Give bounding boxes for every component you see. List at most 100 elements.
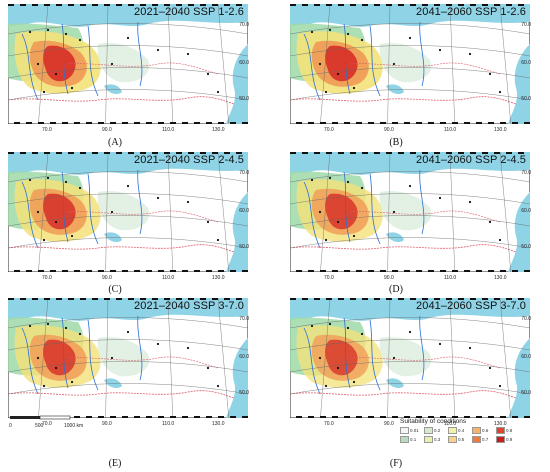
arctic-ocean — [290, 298, 530, 321]
frame-tick — [428, 270, 434, 272]
city-marker — [110, 62, 114, 66]
frame-tick — [452, 122, 458, 124]
city-marker — [360, 38, 364, 42]
frame-tick — [290, 4, 296, 6]
frame-tick — [14, 270, 20, 272]
river-line — [369, 25, 381, 97]
graticule-meridian — [217, 152, 229, 272]
legend-item: 0.7 — [472, 436, 494, 443]
frame-tick — [482, 298, 488, 300]
frame-tick — [464, 416, 470, 418]
arctic-ocean — [8, 298, 248, 321]
frame-tick — [428, 416, 434, 418]
legend-swatch — [472, 436, 481, 443]
frame-tick — [356, 122, 362, 124]
border-line — [67, 62, 219, 75]
frame-tick — [410, 298, 416, 300]
frame-tick — [416, 122, 422, 124]
latitude-tick: 50.0 — [521, 244, 531, 250]
river-line — [61, 317, 69, 389]
pacific-ocean — [226, 338, 248, 418]
frame-tick — [338, 152, 344, 154]
frame-tick — [380, 270, 386, 272]
frame-tick — [392, 270, 398, 272]
city-marker — [468, 52, 472, 56]
frame-tick — [410, 4, 416, 6]
frame-tick — [374, 298, 380, 300]
border-line — [8, 390, 235, 399]
longitude-tick: 70.0 — [324, 275, 334, 281]
frame-tick — [98, 122, 104, 124]
legend-item: 0.8 — [496, 427, 518, 434]
frame-tick — [200, 152, 206, 154]
frame-tick — [188, 298, 194, 300]
graticule-meridian — [499, 4, 511, 124]
panel-caption-e: (E) — [108, 458, 122, 469]
frame-tick — [164, 298, 170, 300]
panel-caption-a: (A) — [108, 137, 122, 148]
graticule-parallel — [290, 193, 530, 205]
frame-tick — [44, 4, 50, 6]
frame-tick — [158, 416, 164, 418]
latitude-tick: 50.0 — [239, 96, 249, 102]
frame-tick — [458, 152, 464, 154]
frame-tick — [488, 416, 494, 418]
city-marker — [156, 48, 160, 52]
suitability-legend: Suitability of conditions 0.01 0.2 0.4 0.6 0… — [400, 418, 546, 454]
frame-tick — [302, 152, 308, 154]
graticule-parallel — [8, 237, 248, 249]
graticule-parallel — [290, 215, 530, 227]
very-high-suitability-zone — [325, 193, 358, 230]
frame-tick — [500, 270, 506, 272]
frame-tick — [242, 122, 248, 124]
legend-item: 0.3 — [424, 436, 446, 443]
pale-zone — [97, 42, 150, 83]
frame-tick — [296, 416, 302, 418]
frame-tick — [488, 122, 494, 124]
frame-tick — [56, 152, 62, 154]
city-marker — [392, 210, 396, 214]
city-marker — [318, 62, 322, 66]
pacific-ocean — [508, 192, 530, 272]
frame-tick — [380, 122, 386, 124]
frame-tick — [440, 270, 446, 272]
frame-tick — [176, 152, 182, 154]
frame-tick — [404, 416, 410, 418]
city-marker — [392, 62, 396, 66]
map-svg — [290, 298, 530, 418]
frame-tick — [488, 270, 494, 272]
arctic-ocean — [290, 4, 530, 27]
border-line — [8, 244, 235, 253]
city-marker — [36, 356, 40, 360]
frame-tick — [446, 298, 452, 300]
frame-tick — [104, 298, 110, 300]
frame-tick — [290, 298, 296, 300]
frame-tick — [224, 298, 230, 300]
frame-tick — [176, 4, 182, 6]
panel-caption-f: (F) — [389, 458, 403, 469]
frame-tick — [326, 4, 332, 6]
frame-tick — [350, 152, 356, 154]
graticule-meridian — [499, 152, 511, 272]
longitude-tick: 130.0 — [212, 421, 225, 427]
city-marker — [186, 346, 190, 350]
city-marker — [28, 178, 32, 182]
pacific-ocean — [226, 192, 248, 272]
legend-swatch — [448, 427, 457, 434]
legend-swatch — [400, 427, 409, 434]
graticule-parallel — [8, 89, 248, 101]
city-marker — [498, 384, 502, 388]
river-line — [87, 319, 99, 391]
frame-tick — [206, 122, 212, 124]
border-line — [290, 390, 517, 399]
city-marker — [488, 366, 492, 370]
frame-tick — [164, 4, 170, 6]
frame-tick — [458, 298, 464, 300]
legend-row-1: 0.01 0.2 0.4 0.6 0.8 — [400, 427, 546, 434]
city-marker — [324, 384, 328, 388]
river-line — [87, 25, 99, 97]
frame-tick — [68, 152, 74, 154]
legend-swatch — [448, 436, 457, 443]
graticule-meridian — [320, 298, 331, 418]
frame-tick — [8, 4, 14, 6]
